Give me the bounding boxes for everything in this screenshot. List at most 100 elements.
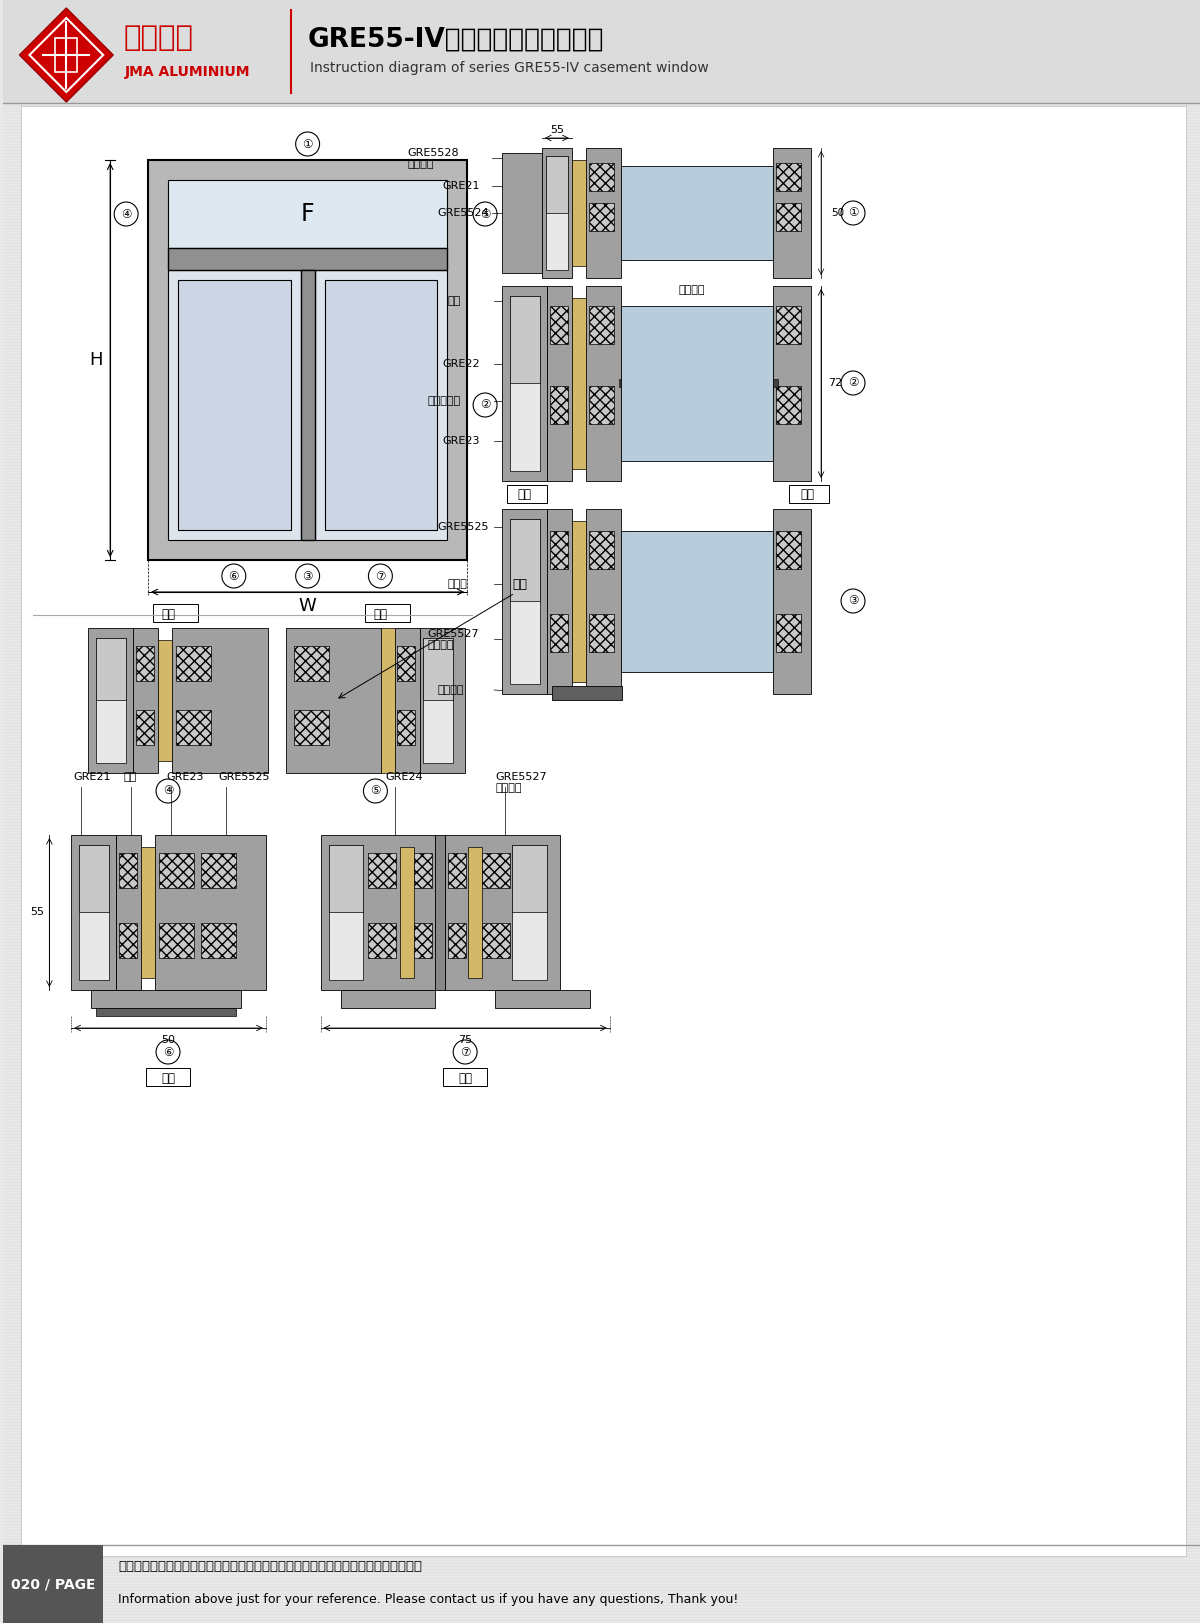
Bar: [136, 709, 154, 745]
Bar: [550, 386, 568, 424]
Bar: [589, 531, 613, 570]
Text: ①: ①: [302, 138, 313, 151]
Text: GRE55-IV系列内开内倒窗结构图: GRE55-IV系列内开内倒窗结构图: [307, 28, 604, 54]
Bar: [368, 923, 396, 958]
Bar: [510, 295, 540, 383]
Bar: [414, 854, 432, 888]
Text: 坚美铝业: 坚美铝业: [124, 24, 193, 52]
Text: Instruction diagram of series GRE55-IV casement window: Instruction diagram of series GRE55-IV c…: [310, 62, 708, 75]
Bar: [496, 990, 589, 1008]
Bar: [148, 161, 467, 560]
Bar: [550, 531, 568, 570]
Text: ⑦: ⑦: [376, 570, 385, 583]
Bar: [547, 286, 572, 480]
Bar: [424, 638, 454, 700]
Text: （角码）: （角码）: [427, 639, 454, 649]
Text: ②: ②: [847, 377, 858, 390]
Bar: [172, 628, 268, 773]
Text: 图中所示型材截面、装配、编号、尺寸及重量仅供参考。如有疑问，请向本公司查询。: 图中所示型材截面、装配、编号、尺寸及重量仅供参考。如有疑问，请向本公司查询。: [118, 1560, 422, 1574]
Bar: [96, 638, 126, 763]
Bar: [158, 639, 172, 761]
Text: ④: ④: [163, 784, 173, 797]
Bar: [89, 628, 133, 773]
Bar: [512, 846, 547, 980]
Text: GRE24: GRE24: [385, 773, 424, 782]
Bar: [550, 307, 568, 344]
Bar: [773, 380, 779, 386]
Bar: [79, 846, 109, 980]
Bar: [586, 148, 620, 278]
Bar: [547, 510, 572, 695]
Bar: [96, 638, 126, 700]
Text: GRE5524: GRE5524: [437, 208, 488, 217]
Text: ⑥: ⑥: [163, 1045, 173, 1058]
Text: 室内: 室内: [517, 489, 530, 502]
Bar: [776, 203, 802, 230]
Bar: [160, 854, 194, 888]
Text: Information above just for your reference. Please contact us if you have any que: Information above just for your referenc…: [118, 1592, 738, 1605]
Bar: [91, 990, 241, 1008]
Bar: [448, 923, 466, 958]
Bar: [176, 709, 211, 745]
Bar: [773, 510, 811, 695]
Polygon shape: [30, 18, 103, 93]
Bar: [146, 1068, 190, 1086]
Bar: [546, 156, 568, 213]
Bar: [589, 203, 613, 230]
Bar: [620, 531, 773, 672]
Bar: [294, 709, 329, 745]
Text: ③: ③: [302, 570, 313, 583]
Bar: [572, 161, 586, 266]
Text: GRE5527: GRE5527: [427, 630, 479, 639]
Bar: [119, 854, 137, 888]
Text: ①: ①: [847, 206, 858, 219]
Bar: [71, 834, 116, 990]
Bar: [510, 295, 540, 471]
Bar: [776, 162, 802, 192]
Text: H: H: [90, 351, 103, 368]
Bar: [200, 923, 236, 958]
Bar: [366, 604, 410, 622]
Bar: [329, 846, 364, 980]
Bar: [448, 854, 466, 888]
Text: ⑤: ⑤: [370, 784, 380, 797]
Bar: [424, 638, 454, 763]
Bar: [397, 646, 415, 682]
Bar: [552, 687, 622, 700]
Bar: [468, 847, 482, 979]
Text: ⑦: ⑦: [460, 1045, 470, 1058]
Bar: [154, 604, 198, 622]
Bar: [401, 847, 414, 979]
Text: 55: 55: [550, 125, 564, 135]
Text: 72: 72: [828, 378, 842, 388]
Bar: [776, 307, 802, 344]
Text: ⑥: ⑥: [228, 570, 239, 583]
Bar: [294, 646, 329, 682]
Bar: [168, 269, 301, 540]
Bar: [301, 269, 314, 540]
Bar: [286, 628, 382, 773]
Bar: [395, 628, 420, 773]
Text: 55: 55: [30, 907, 44, 917]
Bar: [510, 519, 540, 601]
Text: 排水孔罩: 排水孔罩: [437, 685, 463, 695]
Text: ④: ④: [121, 208, 131, 221]
Bar: [119, 923, 137, 958]
Bar: [572, 299, 586, 469]
Text: JMA ALUMINIUM: JMA ALUMINIUM: [125, 65, 251, 80]
Text: ⑤: ⑤: [480, 208, 491, 221]
Text: 执手: 执手: [512, 578, 528, 591]
Bar: [510, 519, 540, 683]
Text: 室外: 室外: [458, 1071, 472, 1084]
Text: 合页: 合页: [124, 773, 137, 782]
Bar: [443, 1068, 487, 1086]
Bar: [133, 628, 158, 773]
Bar: [178, 281, 290, 531]
Bar: [502, 286, 547, 480]
Bar: [4, 1545, 103, 1623]
Bar: [324, 281, 437, 531]
Text: GRE5527: GRE5527: [496, 773, 547, 782]
Bar: [589, 386, 613, 424]
Bar: [502, 510, 547, 695]
Bar: [482, 854, 510, 888]
